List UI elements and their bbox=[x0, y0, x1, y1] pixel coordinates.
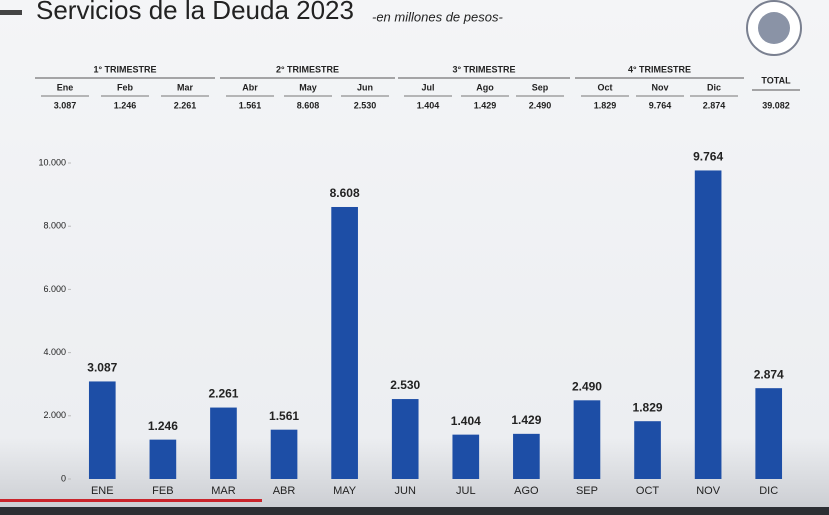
value-label: 8.608 bbox=[330, 186, 360, 200]
value-label: 1.829 bbox=[633, 400, 663, 414]
month-value: 1.429 bbox=[474, 100, 497, 110]
bar bbox=[210, 407, 237, 479]
bar bbox=[694, 170, 722, 480]
y-tick-label: 4.000 bbox=[43, 347, 66, 357]
bar bbox=[513, 433, 540, 479]
month-value: 2.261 bbox=[174, 100, 197, 110]
quarter-label: 2° TRIMESTRE bbox=[276, 64, 339, 74]
month-label: Mar bbox=[177, 82, 194, 92]
x-tick-label: MAY bbox=[333, 485, 357, 497]
month-value: 3.087 bbox=[54, 100, 77, 110]
progress-bar bbox=[0, 499, 262, 502]
y-tick-label: 2.000 bbox=[43, 410, 66, 420]
value-label: 1.246 bbox=[148, 419, 178, 433]
x-tick-label: AGO bbox=[514, 485, 539, 497]
value-label: 9.764 bbox=[693, 150, 723, 164]
value-label: 1.404 bbox=[451, 414, 481, 428]
x-tick-label: ENE bbox=[91, 485, 114, 497]
value-label: 2.261 bbox=[208, 387, 238, 401]
x-tick-label: DIC bbox=[759, 485, 778, 497]
bar bbox=[270, 429, 298, 479]
bar bbox=[452, 434, 480, 479]
month-label: Feb bbox=[117, 82, 134, 92]
screen-edge bbox=[0, 507, 829, 515]
bar bbox=[88, 381, 116, 479]
month-label: Jul bbox=[421, 82, 434, 92]
value-label: 2.530 bbox=[390, 378, 420, 392]
y-tick-label: 10.000 bbox=[38, 157, 66, 167]
y-tick-label: 0 bbox=[61, 473, 66, 483]
chart-subtitle: -en millones de pesos- bbox=[372, 9, 503, 24]
title-accent bbox=[0, 10, 22, 15]
x-tick-label: MAR bbox=[211, 485, 236, 497]
quarter-label: 4° TRIMESTRE bbox=[628, 64, 691, 74]
x-tick-label: SEP bbox=[576, 485, 598, 497]
chart-title: Servicios de la Deuda 2023 bbox=[36, 0, 354, 25]
x-tick-label: FEB bbox=[152, 485, 173, 497]
month-value: 1.829 bbox=[594, 100, 617, 110]
month-label: Ene bbox=[57, 82, 74, 92]
x-tick-label: ABR bbox=[273, 485, 296, 497]
bar bbox=[391, 399, 419, 479]
month-label: Sep bbox=[532, 82, 549, 92]
month-label: Nov bbox=[651, 82, 668, 92]
month-value: 1.561 bbox=[239, 100, 262, 110]
bar bbox=[149, 439, 177, 479]
quarter-label: 1° TRIMESTRE bbox=[93, 64, 156, 74]
month-value: 1.246 bbox=[114, 100, 137, 110]
x-tick-label: JUN bbox=[395, 485, 416, 497]
month-label: Oct bbox=[597, 82, 612, 92]
bar bbox=[573, 400, 601, 479]
x-tick-label: NOV bbox=[696, 485, 721, 497]
month-label: Abr bbox=[242, 82, 258, 92]
total-value: 39.082 bbox=[762, 100, 790, 110]
value-label: 2.490 bbox=[572, 379, 602, 393]
value-label: 3.087 bbox=[87, 361, 117, 375]
month-value: 1.404 bbox=[417, 100, 440, 110]
bar bbox=[331, 206, 358, 480]
x-tick-label: JUL bbox=[456, 485, 476, 497]
value-label: 2.874 bbox=[754, 367, 784, 381]
month-label: May bbox=[299, 82, 317, 92]
value-label: 1.561 bbox=[269, 409, 299, 423]
month-label: Ago bbox=[476, 82, 494, 92]
month-value: 2.874 bbox=[703, 100, 726, 110]
quarter-label: 3° TRIMESTRE bbox=[452, 64, 515, 74]
x-tick-label: OCT bbox=[636, 485, 660, 497]
value-label: 1.429 bbox=[511, 413, 541, 427]
month-label: Dic bbox=[707, 82, 721, 92]
total-label: TOTAL bbox=[761, 75, 791, 85]
bar bbox=[755, 388, 783, 479]
month-label: Jun bbox=[357, 82, 373, 92]
logo-emblem bbox=[758, 12, 790, 44]
y-tick-label: 8.000 bbox=[43, 221, 66, 231]
month-value: 9.764 bbox=[649, 100, 672, 110]
bar bbox=[634, 421, 661, 479]
month-value: 2.530 bbox=[354, 100, 377, 110]
month-value: 8.608 bbox=[297, 100, 320, 110]
y-tick-label: 6.000 bbox=[43, 284, 66, 294]
month-value: 2.490 bbox=[529, 100, 552, 110]
